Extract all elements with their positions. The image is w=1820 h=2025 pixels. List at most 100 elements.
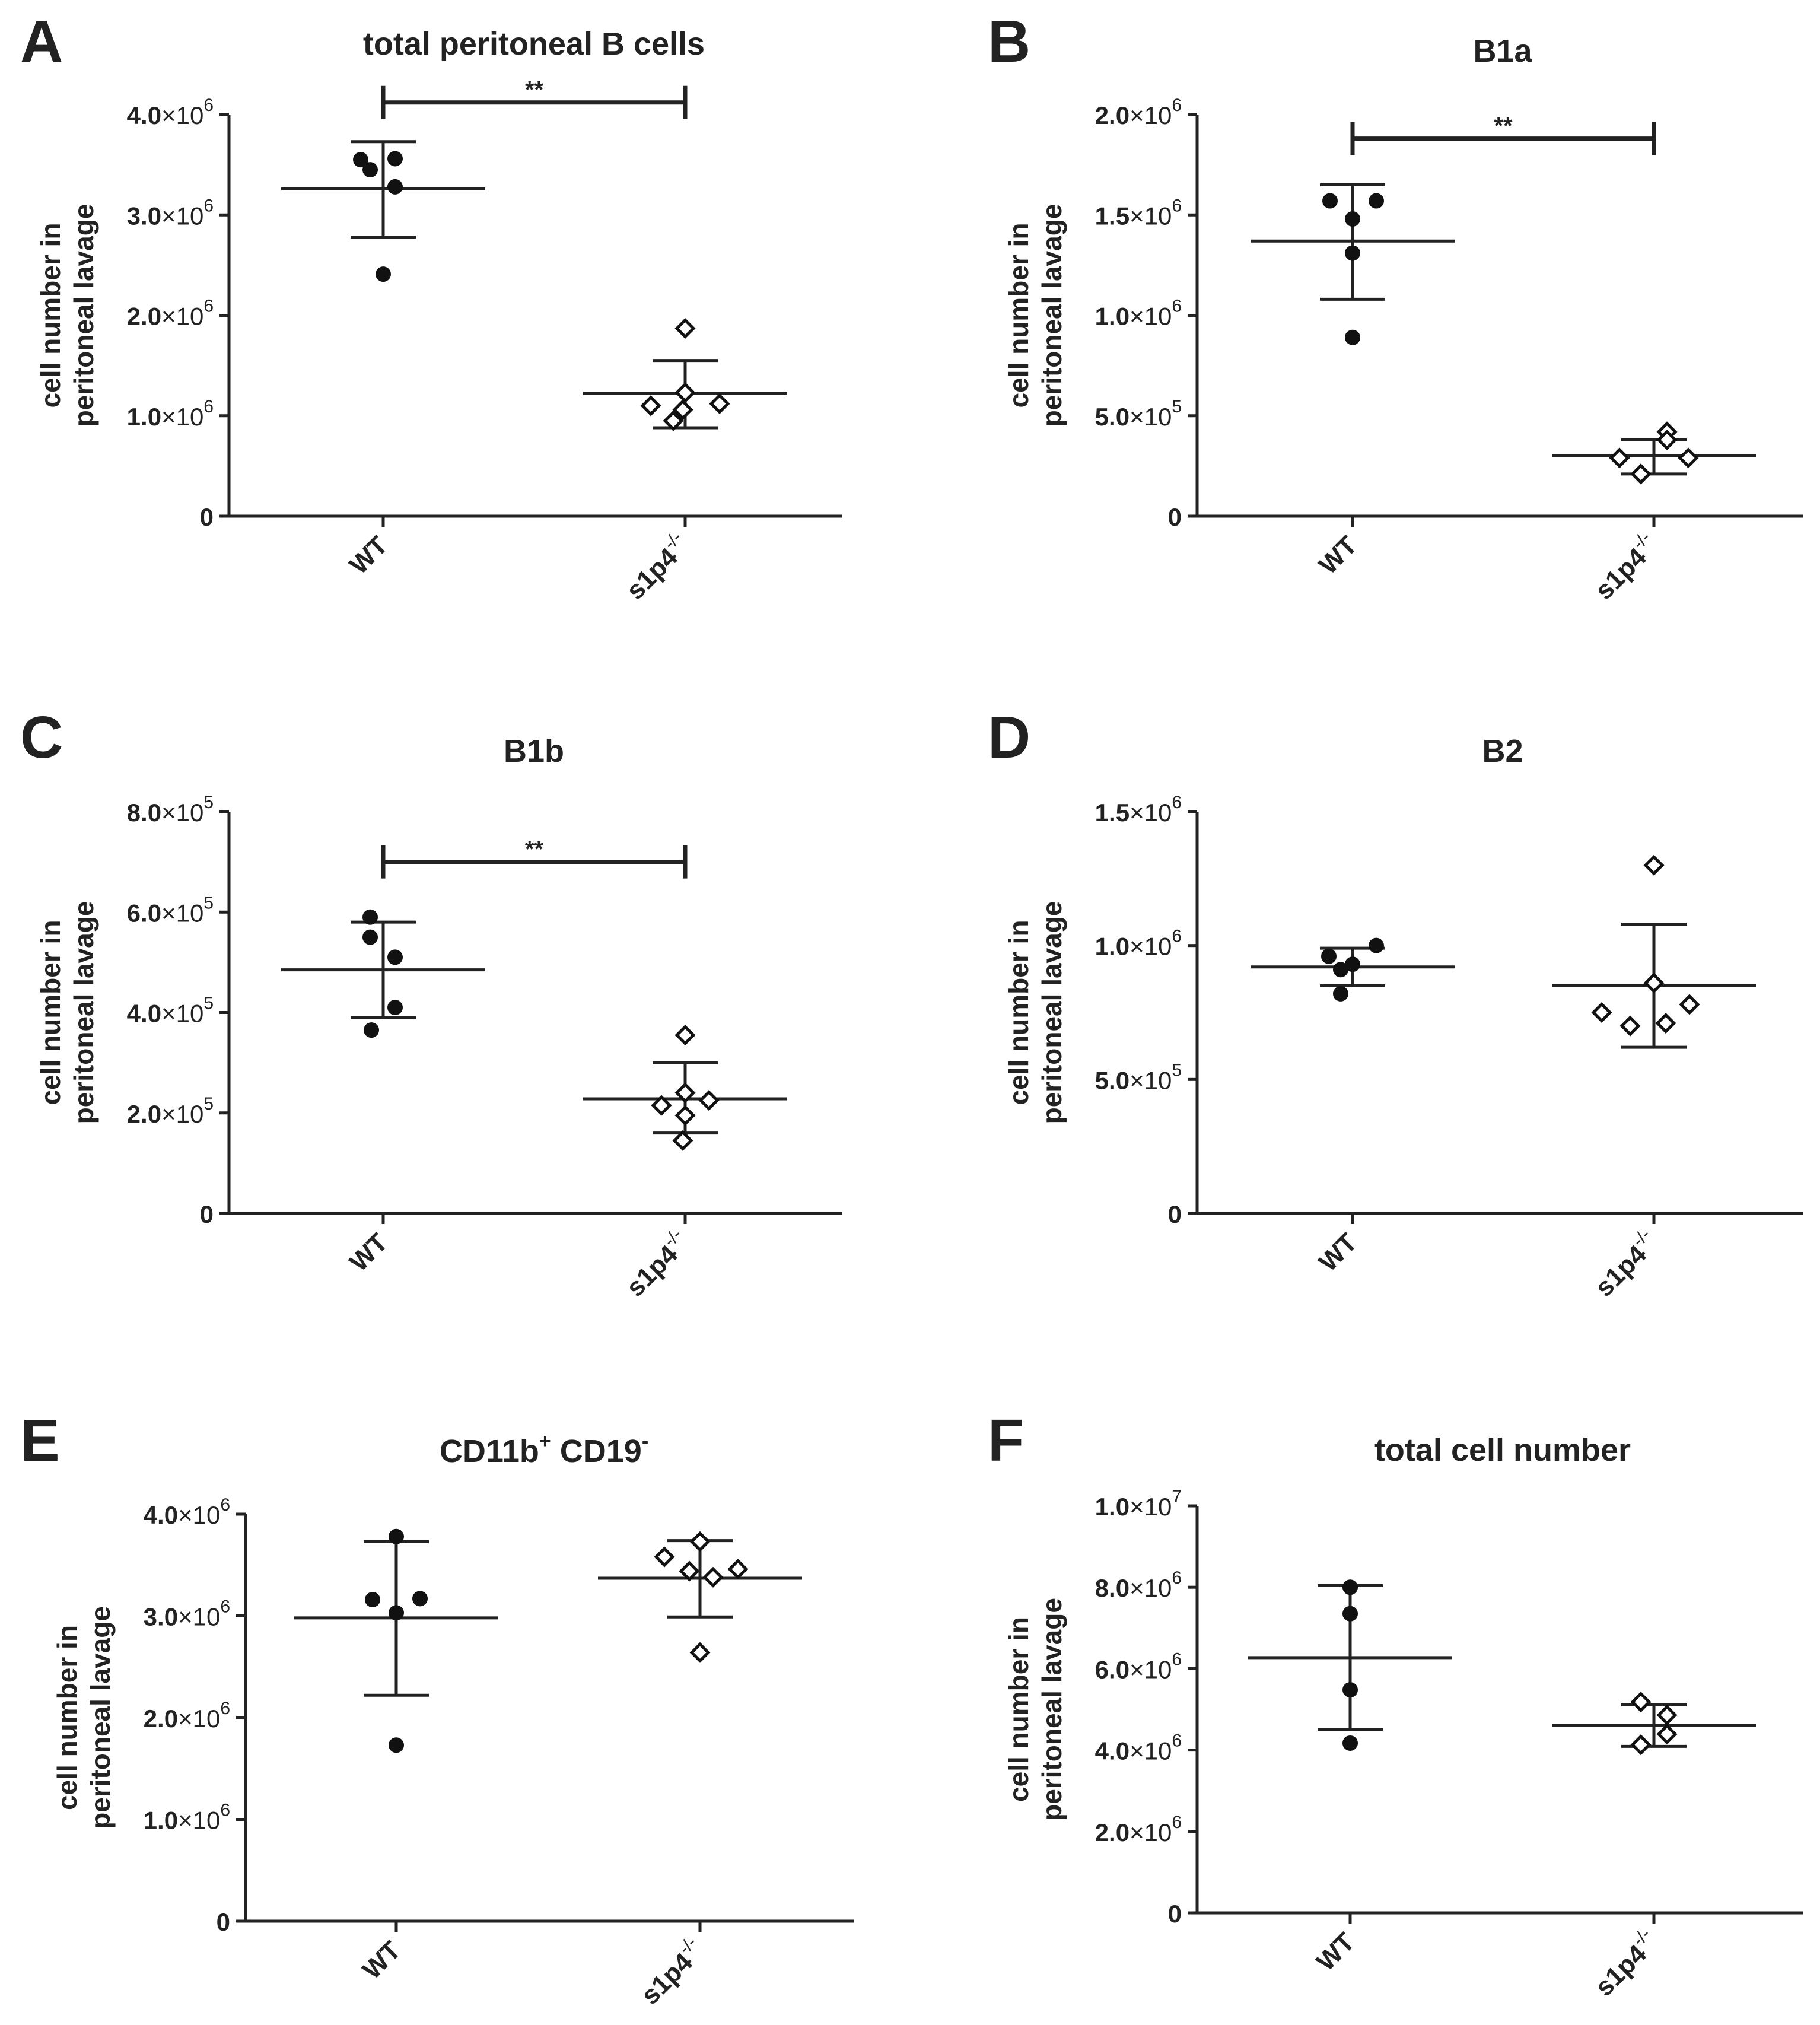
data-point-wt [376,266,391,282]
x-tick-label: WT [1313,530,1363,580]
data-point-s1p4 [1656,429,1678,450]
y-tick-label: 4.0×106 [1095,1731,1182,1765]
data-point-s1p4 [654,1546,675,1568]
y-axis-label: cell number inperitoneal lavage [52,1606,116,1829]
data-point-s1p4 [1643,854,1665,876]
y-tick-label: 0 [1168,1200,1182,1228]
data-point-s1p4 [674,1082,696,1104]
data-point-s1p4 [679,1560,700,1582]
significance-label: ** [525,77,544,103]
data-point-wt [365,1592,380,1608]
y-axis-label: cell number inperitoneal lavage [35,901,99,1124]
data-point-wt [387,1000,403,1016]
y-tick-label: 0 [200,503,214,531]
data-point-s1p4 [1619,1015,1641,1037]
panel-letter: F [988,1407,1024,1474]
y-tick-label: 3.0×106 [144,1597,230,1631]
y-tick-label: 0 [1168,1900,1182,1928]
data-point-s1p4 [1630,1692,1652,1713]
chart-title: total peritoneal B cells [363,26,705,62]
x-tick-label: s1p4-/- [1587,1924,1665,2002]
x-tick-label: s1p4-/- [1587,1225,1665,1302]
x-tick-label: s1p4-/- [618,527,696,605]
x-tick-label: WT [1311,1927,1360,1976]
data-point-s1p4 [1655,1013,1676,1034]
data-point-wt [1342,1735,1358,1751]
data-point-s1p4 [689,1531,711,1552]
y-tick-label: 0 [217,1908,230,1936]
data-point-wt [389,1737,404,1753]
panel-b: B B1a cell number inperitoneal lavage 0 5.0×… [988,8,1803,605]
y-tick-label: 2.0×106 [144,1699,230,1732]
data-point-wt [389,1605,404,1621]
data-point-wt [1333,986,1348,1002]
data-point-wt [1345,211,1360,227]
data-point-s1p4 [1656,1724,1678,1745]
data-point-s1p4 [1630,1734,1652,1756]
y-tick-label: 1.5×106 [1095,793,1182,826]
y-tick-label: 2.0×106 [1095,1813,1182,1846]
data-point-wt [1333,962,1348,978]
data-point-s1p4 [727,1559,749,1580]
panel-letter: A [20,8,63,75]
data-point-s1p4 [1591,1002,1612,1023]
y-tick-label: 1.0×107 [1095,1487,1182,1521]
data-point-s1p4 [1630,463,1652,485]
data-point-wt [387,949,403,965]
data-point-s1p4 [674,382,696,403]
data-point-wt [389,1528,404,1544]
y-tick-label: 0 [200,1200,214,1228]
data-point-s1p4 [1609,447,1630,469]
data-point-wt [362,929,378,945]
x-tick-label: WT [344,530,393,580]
chart-title: B1a [1473,33,1532,69]
significance-label: ** [1494,113,1513,139]
panel-c: C B1b cell number inperitoneal lavage 0 2.0×… [20,704,842,1302]
y-tick-label: 8.0×106 [1095,1568,1182,1602]
panel-e: E CD11b+ CD19- cell number inperitoneal la… [20,1407,854,2010]
data-point-s1p4 [640,395,661,417]
data-point-wt [362,909,378,925]
data-point-s1p4 [674,1025,696,1046]
data-point-s1p4 [674,1105,696,1126]
data-point-wt [387,151,403,167]
data-point-s1p4 [1678,447,1699,469]
y-tick-label: 3.0×106 [127,196,214,230]
data-point-wt [362,162,378,178]
panel-letter: B [988,8,1030,75]
y-tick-label: 6.0×106 [1095,1649,1182,1683]
y-tick-label: 1.5×106 [1095,196,1182,230]
data-point-wt [1369,193,1384,209]
chart-title: CD11b+ CD19- [440,1430,648,1469]
data-point-s1p4 [672,399,693,421]
x-tick-label: WT [344,1228,393,1277]
x-tick-label: s1p4-/- [618,1225,696,1302]
data-point-wt [1345,329,1360,345]
y-tick-label: 4.0×106 [144,1495,230,1529]
y-tick-label: 5.0×105 [1095,1060,1182,1094]
data-point-s1p4 [1643,972,1665,994]
data-point-wt [1345,956,1360,972]
y-tick-label: 2.0×106 [127,297,214,330]
y-tick-label: 1.0×106 [1095,927,1182,961]
data-point-wt [1342,1579,1358,1595]
y-axis-label: cell number inperitoneal lavage [1003,204,1067,427]
data-point-s1p4 [709,393,730,414]
data-point-wt [1342,1606,1358,1622]
panel-letter: D [988,704,1030,771]
data-point-s1p4 [674,317,696,339]
data-point-wt [364,1022,379,1038]
y-tick-label: 4.0×106 [127,96,214,129]
data-point-wt [1369,937,1384,953]
significance-label: ** [525,837,544,863]
y-tick-label: 2.0×105 [127,1094,214,1128]
panel-d: D B2 cell number inperitoneal lavage 0 5.0×1… [988,704,1803,1302]
data-point-s1p4 [651,1095,672,1116]
data-point-s1p4 [672,1130,693,1151]
data-point-wt [1345,245,1360,261]
y-tick-label: 1.0×106 [127,397,214,431]
y-axis-label: cell number inperitoneal lavage [35,204,99,427]
chart-title: B1b [504,733,564,769]
